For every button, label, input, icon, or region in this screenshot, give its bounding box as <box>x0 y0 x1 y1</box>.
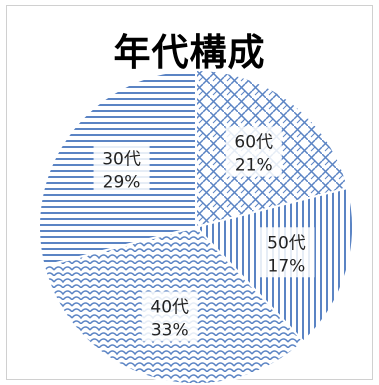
slice-label-background <box>93 143 150 194</box>
slice-category-label: 50代 <box>267 233 306 253</box>
slice-label-background <box>258 227 315 278</box>
slice-category-label: 60代 <box>234 133 273 153</box>
slice-label-background <box>141 291 198 342</box>
chart-title: 年代構成 <box>113 31 266 74</box>
slice-value-label: 33% <box>151 320 189 340</box>
slice-value-label: 17% <box>268 256 306 276</box>
slice-label-background <box>225 126 282 177</box>
slice-category-label: 40代 <box>150 297 189 317</box>
slice-category-label: 30代 <box>102 149 141 169</box>
slice-value-label: 21% <box>235 156 273 176</box>
slice-value-label: 29% <box>103 172 141 192</box>
